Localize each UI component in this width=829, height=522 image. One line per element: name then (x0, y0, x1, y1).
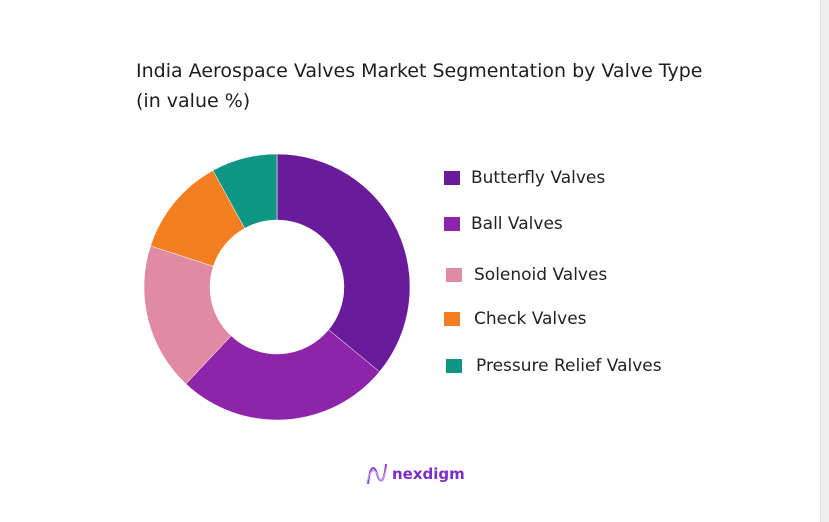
legend-label: Check Valves (474, 309, 587, 329)
legend-swatch (446, 268, 462, 282)
slice-ball-valves (185, 329, 380, 421)
legend-item: Butterfly Valves (444, 168, 605, 188)
legend-item: Check Valves (444, 309, 587, 329)
right-border (820, 0, 829, 522)
legend-item: Pressure Relief Valves (446, 356, 662, 376)
legend-label: Butterfly Valves (471, 168, 606, 188)
slice-pressure-relief-valves (212, 153, 278, 229)
nexdigm-logo: nexdigm (366, 462, 465, 486)
legend-swatch (444, 217, 460, 231)
nexdigm-wave-icon (366, 463, 388, 485)
brand-name: nexdigm (392, 465, 465, 483)
legend-label: Ball Valves (471, 214, 563, 234)
legend-swatch (444, 312, 460, 326)
legend-item: Ball Valves (444, 214, 563, 234)
legend-label: Solenoid Valves (474, 265, 608, 285)
legend-swatch (444, 171, 460, 185)
legend-label: Pressure Relief Valves (476, 356, 662, 376)
legend-swatch (446, 359, 462, 373)
slice-butterfly-valves (276, 153, 411, 373)
legend-item: Solenoid Valves (446, 265, 607, 285)
chart-title: India Aerospace Valves Market Segmentati… (136, 60, 703, 112)
